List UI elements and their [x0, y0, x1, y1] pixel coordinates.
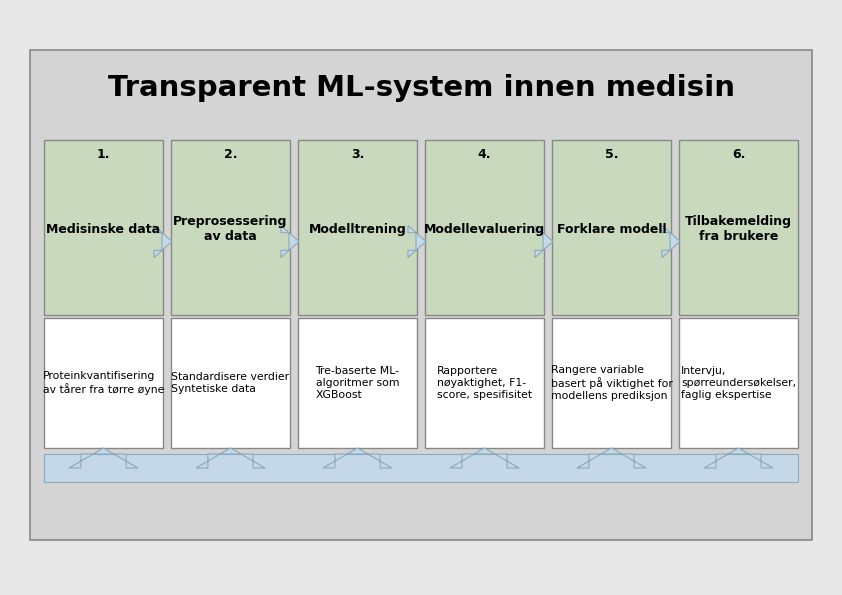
- Text: Rapportere
nøyaktighet, F1-
score, spesifisitet: Rapportere nøyaktighet, F1- score, spesi…: [437, 367, 532, 400]
- Text: 3.: 3.: [351, 148, 365, 161]
- Text: 6.: 6.: [732, 148, 745, 161]
- Text: Modellevaluering: Modellevaluering: [424, 223, 545, 236]
- Polygon shape: [704, 448, 773, 468]
- Text: 1.: 1.: [97, 148, 110, 161]
- FancyBboxPatch shape: [679, 318, 798, 448]
- Polygon shape: [450, 448, 519, 468]
- Text: Rangere variable
basert på viktighet for
modellens prediksjon: Rangere variable basert på viktighet for…: [551, 365, 673, 401]
- Text: 4.: 4.: [477, 148, 491, 161]
- Text: 5.: 5.: [605, 148, 618, 161]
- Text: Modelltrening: Modelltrening: [309, 223, 407, 236]
- Text: Medisinske data: Medisinske data: [46, 223, 161, 236]
- Polygon shape: [535, 226, 553, 258]
- FancyBboxPatch shape: [44, 318, 163, 448]
- Text: Transparent ML-system innen medisin: Transparent ML-system innen medisin: [108, 74, 734, 102]
- Text: 2.: 2.: [224, 148, 237, 161]
- FancyBboxPatch shape: [552, 318, 671, 448]
- Text: Intervju,
spørreundersøkelser,
faglig ekspertise: Intervju, spørreundersøkelser, faglig ek…: [681, 367, 796, 400]
- FancyBboxPatch shape: [44, 454, 798, 482]
- Polygon shape: [577, 448, 646, 468]
- FancyBboxPatch shape: [44, 140, 163, 315]
- FancyBboxPatch shape: [298, 318, 417, 448]
- FancyBboxPatch shape: [171, 140, 290, 315]
- Polygon shape: [662, 226, 680, 258]
- Polygon shape: [323, 448, 392, 468]
- Text: Proteinkvantifisering
av tårer fra tørre øyne: Proteinkvantifisering av tårer fra tørre…: [43, 371, 164, 395]
- Text: Forklare modell: Forklare modell: [557, 223, 666, 236]
- FancyBboxPatch shape: [425, 318, 544, 448]
- Text: Tre-baserte ML-
algoritmer som
XGBoost: Tre-baserte ML- algoritmer som XGBoost: [316, 367, 399, 400]
- Text: Preprosessering
av data: Preprosessering av data: [173, 215, 288, 243]
- Text: Tilbakemelding
fra brukere: Tilbakemelding fra brukere: [685, 215, 792, 243]
- Polygon shape: [69, 448, 138, 468]
- FancyBboxPatch shape: [552, 140, 671, 315]
- Polygon shape: [281, 226, 299, 258]
- Polygon shape: [154, 226, 172, 258]
- Text: Standardisere verdier
Syntetiske data: Standardisere verdier Syntetiske data: [172, 372, 290, 394]
- Polygon shape: [196, 448, 265, 468]
- FancyBboxPatch shape: [425, 140, 544, 315]
- Polygon shape: [408, 226, 426, 258]
- FancyBboxPatch shape: [30, 50, 812, 540]
- FancyBboxPatch shape: [171, 318, 290, 448]
- FancyBboxPatch shape: [298, 140, 417, 315]
- FancyBboxPatch shape: [679, 140, 798, 315]
